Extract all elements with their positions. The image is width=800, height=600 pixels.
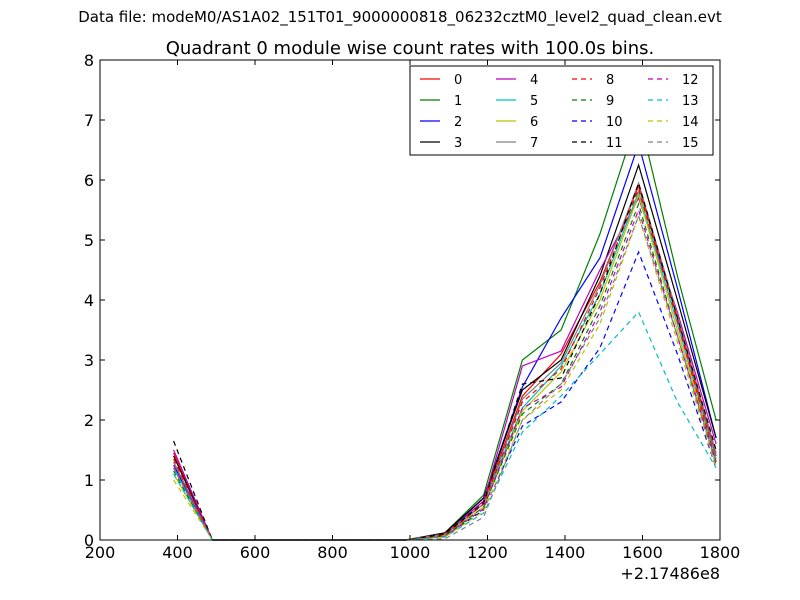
legend-label-6: 6 <box>530 115 538 130</box>
legend-label-13: 13 <box>682 94 699 109</box>
y-tick-label: 4 <box>84 291 94 310</box>
y-tick-label: 0 <box>84 531 94 550</box>
y-tick-label: 7 <box>84 111 94 130</box>
series-line-12 <box>173 208 717 541</box>
legend-label-7: 7 <box>530 136 538 151</box>
x-tick-label: 1200 <box>467 543 508 562</box>
x-tick-label: 600 <box>240 543 271 562</box>
legend-box <box>409 65 714 156</box>
legend-label-4: 4 <box>530 73 538 88</box>
series-line-14 <box>173 214 717 541</box>
x-tick-label: 800 <box>317 543 348 562</box>
x-tick-label: 1800 <box>700 543 741 562</box>
legend-label-8: 8 <box>606 73 614 88</box>
series-line-8 <box>173 187 717 541</box>
legend-label-14: 14 <box>682 115 699 130</box>
series-line-4 <box>173 196 717 541</box>
x-tick-label: 200 <box>85 543 116 562</box>
series-line-13 <box>173 310 717 541</box>
series-line-10 <box>173 250 717 541</box>
y-tick-label: 3 <box>84 351 94 370</box>
series-line-11 <box>173 181 717 541</box>
series-layer <box>173 111 717 541</box>
x-tick-label: 1400 <box>545 543 586 562</box>
y-tick-label: 8 <box>84 51 94 70</box>
series-line-0 <box>173 184 717 541</box>
legend-label-5: 5 <box>530 94 538 109</box>
x-tick-label: 400 <box>162 543 193 562</box>
series-line-7 <box>173 181 717 541</box>
chart-title: Quadrant 0 module wise count rates with … <box>166 38 655 59</box>
y-tick-label: 2 <box>84 411 94 430</box>
legend-label-10: 10 <box>606 115 623 130</box>
legend-label-2: 2 <box>454 115 462 130</box>
legend-label-15: 15 <box>682 136 699 151</box>
series-line-5 <box>173 190 717 541</box>
series-line-3 <box>173 163 717 541</box>
legend-label-12: 12 <box>682 73 699 88</box>
x-offset-label: +2.17486e8 <box>620 564 720 583</box>
legend-label-3: 3 <box>454 136 462 151</box>
legend-label-9: 9 <box>606 94 614 109</box>
series-line-15 <box>173 214 717 541</box>
series-line-6 <box>173 193 717 541</box>
legend-label-11: 11 <box>606 136 623 151</box>
axes-layer: 200 400 600 800 1000 1200 1400 1600 180001234567… <box>84 51 741 562</box>
legend-label-0: 0 <box>454 73 462 88</box>
y-tick-label: 6 <box>84 171 94 190</box>
series-line-9 <box>173 202 717 541</box>
y-tick-label: 5 <box>84 231 94 250</box>
figure-suptitle: Data file: modeM0/AS1A02_151T01_90000008… <box>78 8 722 26</box>
x-tick-label: 1000 <box>390 543 431 562</box>
x-tick-label: 1600 <box>622 543 663 562</box>
legend-label-1: 1 <box>454 94 462 109</box>
y-tick-label: 1 <box>84 471 94 490</box>
